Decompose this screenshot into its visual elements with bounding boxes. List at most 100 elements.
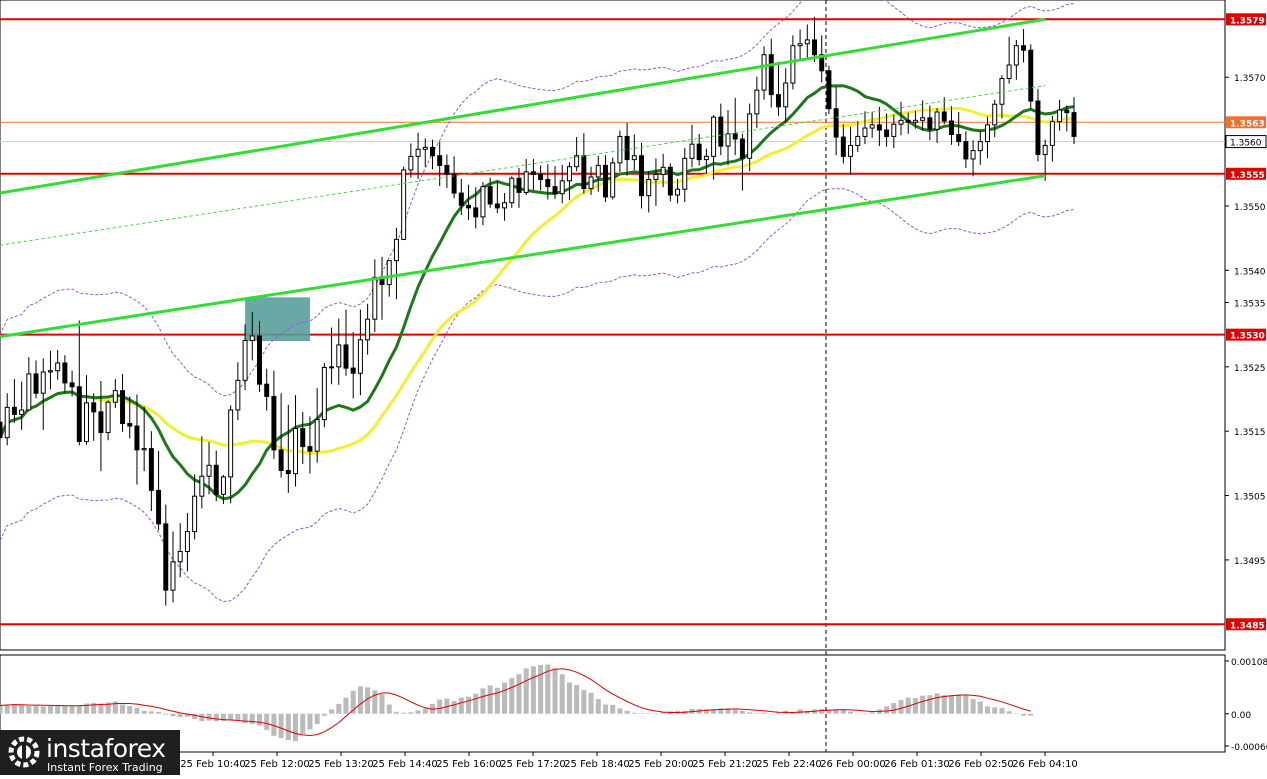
channel-lower-line xyxy=(0,174,1046,339)
candle xyxy=(711,115,717,180)
candle xyxy=(206,442,212,495)
time-tick-label: 25 Feb 17:20 xyxy=(500,759,566,770)
candle xyxy=(285,404,291,493)
candle-body xyxy=(19,409,25,415)
candle-body xyxy=(199,475,205,497)
oscillator-bar xyxy=(516,674,522,714)
oscillator-bar xyxy=(293,713,299,742)
candle-body xyxy=(487,186,493,205)
oscillator-bar xyxy=(379,694,385,714)
candle xyxy=(624,122,630,176)
time-tick-label: 25 Feb 21:20 xyxy=(692,759,758,770)
price-tick-label: 1.3570 xyxy=(1234,74,1266,84)
candle-body xyxy=(538,173,544,181)
candle-body xyxy=(718,116,724,147)
oscillator-bar xyxy=(415,710,421,714)
time-tick-label: 25 Feb 18:40 xyxy=(564,759,630,770)
candle-body xyxy=(624,135,630,161)
candle xyxy=(1028,44,1034,109)
candle xyxy=(444,154,450,188)
candle xyxy=(1042,139,1048,181)
candle xyxy=(98,380,104,472)
oscillator-bar xyxy=(141,710,147,714)
candle xyxy=(336,318,342,385)
time-tick-label: 25 Feb 12:00 xyxy=(244,759,310,770)
oscillator-bar xyxy=(559,674,565,714)
time-tick-label: 26 Feb 00:00 xyxy=(820,759,886,770)
oscillator-bar xyxy=(732,709,738,714)
candle xyxy=(321,362,327,428)
candle-body xyxy=(293,428,299,475)
level-price-label: 1.3579 xyxy=(1230,16,1265,26)
oscillator-bar xyxy=(941,695,947,714)
candle xyxy=(62,355,68,393)
candle xyxy=(242,324,248,390)
candle xyxy=(956,111,962,147)
oscillator-bar xyxy=(11,703,17,714)
oscillator-bar xyxy=(480,688,486,714)
oscillator-bar xyxy=(343,697,349,714)
candle xyxy=(466,184,472,221)
candle xyxy=(992,99,998,138)
candle-body xyxy=(545,179,551,188)
candle xyxy=(314,388,320,463)
envelope-lower-band xyxy=(0,188,1075,603)
oscillator-bar xyxy=(523,668,529,714)
oscillator-bar xyxy=(963,695,969,714)
candle xyxy=(739,133,745,191)
candle-body xyxy=(0,421,3,439)
candle xyxy=(948,106,954,145)
candle-body xyxy=(610,162,616,198)
price-tick-label: 1.3535 xyxy=(1234,299,1266,309)
oscillator-bar xyxy=(206,713,212,721)
oscillator-bar xyxy=(91,703,97,714)
candle-body xyxy=(689,143,695,159)
channel-mid-line xyxy=(0,85,1046,246)
candle-body xyxy=(415,148,421,157)
oscillator-bar xyxy=(357,686,363,714)
oscillator-bar xyxy=(473,693,479,714)
candle-body xyxy=(948,120,954,136)
candle-body xyxy=(91,402,97,413)
candle xyxy=(47,350,53,390)
candle xyxy=(574,137,580,172)
oscillator-bar xyxy=(545,664,551,714)
candle xyxy=(437,141,443,186)
oscillator-bar xyxy=(300,713,306,734)
candle-body xyxy=(278,449,284,471)
time-tick-label: 26 Feb 02:50 xyxy=(948,759,1014,770)
candle-body xyxy=(1028,49,1034,102)
candle-body xyxy=(112,390,118,403)
oscillator-bar xyxy=(992,707,998,714)
candle xyxy=(819,35,825,83)
oscillator-bar xyxy=(566,682,572,714)
time-tick-label: 26 Feb 04:10 xyxy=(1012,759,1078,770)
candle-body xyxy=(148,448,154,491)
candle-body xyxy=(430,146,435,157)
candle xyxy=(920,100,926,131)
time-tick-label: 26 Feb 01:30 xyxy=(884,759,950,770)
time-tick-label: 25 Feb 13:20 xyxy=(308,759,374,770)
candle-body xyxy=(754,89,760,115)
candle xyxy=(1006,36,1012,84)
slow-moving-average xyxy=(0,106,1074,455)
candle xyxy=(912,110,918,129)
candle-body xyxy=(970,150,976,160)
candle-body xyxy=(480,186,486,218)
level-price-label: 1.3555 xyxy=(1230,171,1265,181)
candle-body xyxy=(898,119,904,125)
candle-body xyxy=(920,117,926,121)
candle-body xyxy=(393,238,399,262)
oscillator-bar xyxy=(408,712,414,714)
candle-body xyxy=(84,402,89,442)
candle-body xyxy=(1071,112,1077,137)
candle-body xyxy=(559,180,565,195)
oscillator-bar xyxy=(127,705,133,714)
oscillator-bar xyxy=(869,712,875,714)
candle xyxy=(213,450,219,502)
candle-body xyxy=(127,422,133,427)
oscillator-bar xyxy=(574,684,580,714)
candle xyxy=(120,373,126,432)
candle xyxy=(545,164,551,200)
candle-body xyxy=(105,401,111,433)
